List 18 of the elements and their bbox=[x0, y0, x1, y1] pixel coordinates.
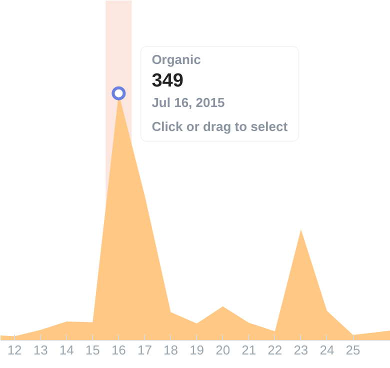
x-tick-label: 12 bbox=[7, 342, 22, 358]
annotation: Jul 16, 2015 bbox=[152, 94, 225, 110]
x-tick-label: 16 bbox=[111, 342, 126, 358]
x-tick-label: 15 bbox=[85, 342, 100, 358]
x-tick-label: 21 bbox=[242, 342, 256, 358]
annotation: Click or drag to select bbox=[152, 118, 288, 134]
x-tick-label: 14 bbox=[59, 342, 74, 358]
text: Organic bbox=[152, 52, 201, 67]
x-tick-label: 25 bbox=[346, 342, 360, 358]
x-tick-label: 22 bbox=[268, 342, 282, 358]
x-tick-label: 18 bbox=[164, 342, 178, 358]
x-tick-label: 24 bbox=[320, 342, 334, 358]
x-tick-label: 17 bbox=[138, 342, 152, 358]
text: 349 bbox=[152, 70, 184, 92]
x-tick-label: 13 bbox=[33, 342, 48, 358]
x-tick-label: 19 bbox=[190, 342, 204, 358]
x-tick-label: 23 bbox=[294, 342, 308, 358]
x-tick-label: 20 bbox=[216, 342, 230, 358]
